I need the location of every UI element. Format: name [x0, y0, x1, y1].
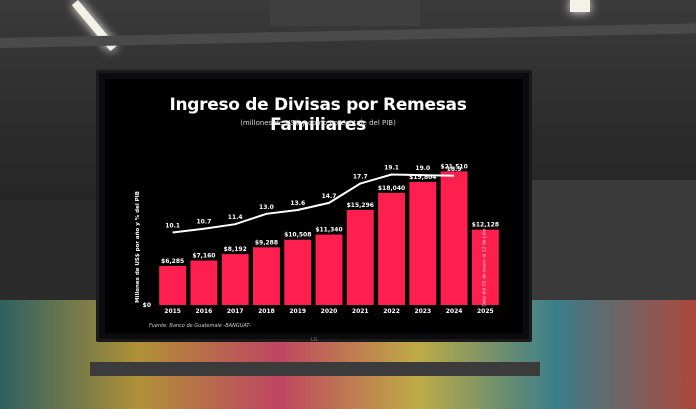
bar-value-label: $9,288: [255, 239, 278, 246]
chart-subtitle: (millones de US$ y como porcentaje del P…: [240, 119, 396, 127]
bar-value-label: $8,192: [224, 246, 247, 253]
x-tick-label: 2020: [321, 308, 338, 315]
line-point-label: 19.0: [415, 165, 430, 172]
line-point-label: 13.0: [259, 204, 274, 211]
bar-2019: [284, 239, 312, 305]
bar-2015: [159, 265, 187, 305]
bar-2021: [346, 209, 374, 305]
x-tick-label: 2016: [196, 308, 213, 315]
line-point-label: 11.4: [228, 214, 243, 221]
line-point-label: 17.7: [353, 174, 368, 181]
bar-2018: [253, 247, 280, 305]
y-tick-label: $0: [143, 302, 151, 309]
bar-value-label: $21,510: [440, 163, 467, 170]
tv-mount-beam: [90, 362, 540, 376]
x-tick-label: 2019: [289, 308, 306, 315]
bar-2020: [315, 234, 343, 305]
bar-value-label: $12,128: [472, 222, 499, 229]
line-point-label: 18.9: [447, 166, 462, 173]
chart-source: Fuente: Banco de Guatemale -BANGUAT-: [149, 323, 251, 329]
line-point-label: 13.6: [290, 200, 305, 207]
x-tick-label: 2015: [164, 308, 181, 315]
bar-2024: [440, 171, 468, 305]
x-tick-label: 2024: [446, 308, 463, 315]
bar-2022: [378, 192, 405, 305]
tv-screen: Ingreso de Divisas por Remesas Familiare…: [96, 70, 532, 343]
bar-value-label: $18,040: [378, 185, 405, 192]
bar-value-label: $15,296: [347, 202, 374, 209]
x-tick-label: 2023: [414, 308, 431, 315]
bar-value-label: $6,285: [161, 258, 184, 265]
x-tick-label: 2017: [227, 308, 244, 315]
ceiling-vent: [270, 0, 420, 26]
bar-2017: [221, 254, 249, 305]
bar-value-label: $11,340: [315, 227, 342, 234]
tv-brand-logo: LG: [311, 337, 318, 343]
bar-annotation: Data del 01 de enero al 12 de julio: [481, 228, 487, 306]
bar-2025: [471, 229, 499, 305]
bar-value-label: $7,160: [192, 253, 215, 260]
gdp-percent-line: [172, 173, 455, 234]
line-point-label: 19.1: [384, 164, 399, 171]
line-point-label: 10.1: [165, 223, 180, 230]
x-tick-label: 2022: [383, 308, 400, 315]
line-point-label: 10.7: [197, 219, 212, 226]
bar-2023: [409, 181, 437, 305]
chart-title: Ingreso de Divisas por Remesas Familiare…: [169, 95, 467, 135]
x-tick-label: 2025: [477, 308, 494, 315]
bar-value-label: $10,508: [284, 232, 311, 239]
y-axis-label: Millones de US$ por año y % del PIB: [135, 191, 141, 303]
bar-2016: [190, 260, 218, 305]
bar-value-label: $19,804: [409, 174, 436, 181]
ceiling-light: [570, 0, 590, 12]
x-tick-label: 2021: [352, 308, 369, 315]
presentation-slide: Ingreso de Divisas por Remesas Familiare…: [105, 79, 523, 333]
remittance-chart: Millones de US$ por año y % del PIB$0 $6,…: [135, 163, 499, 315]
line-point-label: 14.7: [322, 193, 337, 200]
x-tick-label: 2018: [258, 308, 275, 315]
